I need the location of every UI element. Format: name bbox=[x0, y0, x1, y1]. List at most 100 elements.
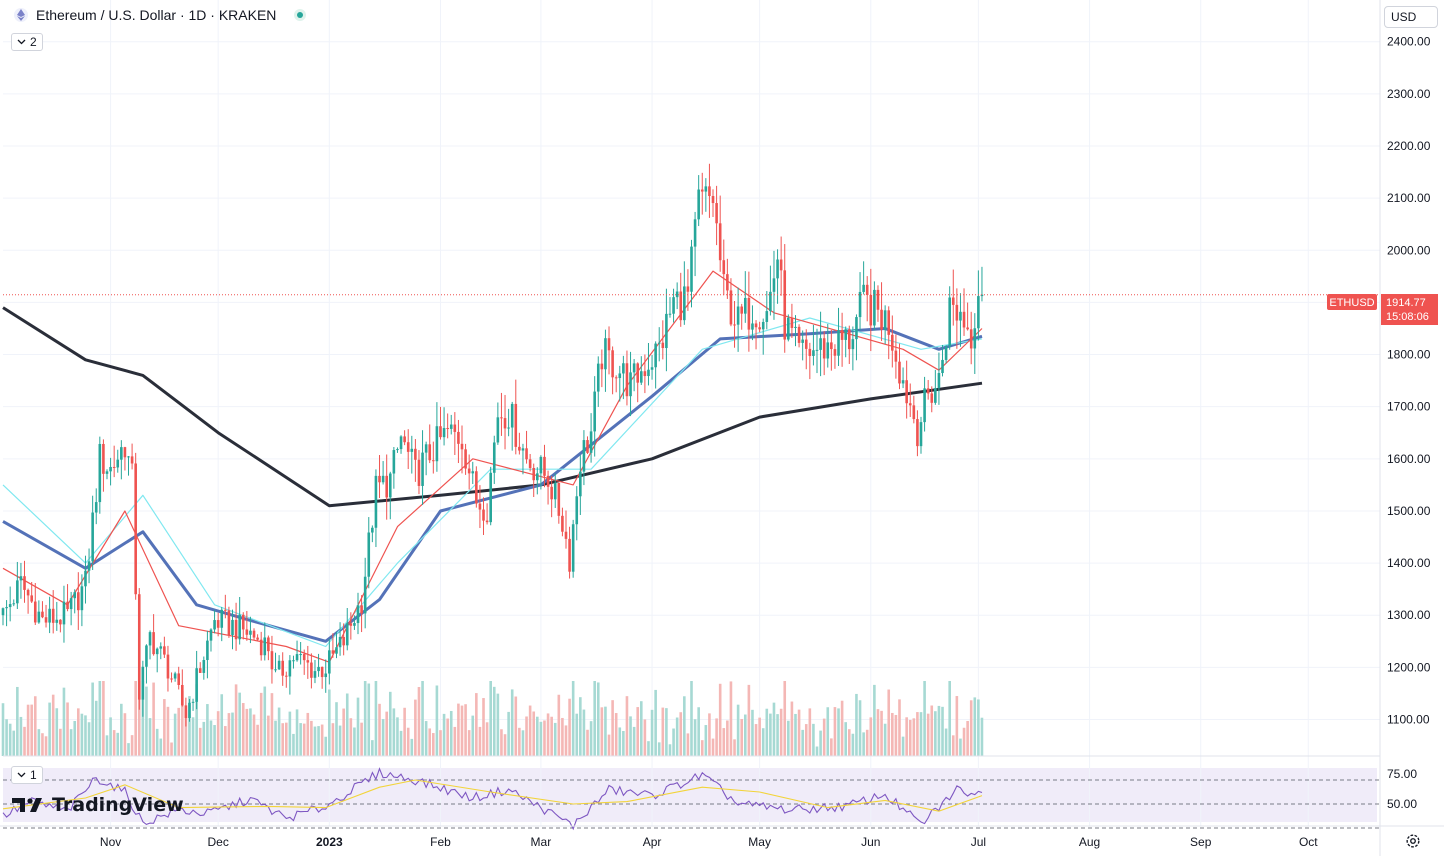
volume-bar bbox=[238, 692, 241, 756]
candle-body bbox=[883, 310, 887, 330]
candle-body bbox=[281, 660, 285, 676]
volume-bars bbox=[1, 681, 984, 756]
volume-bar bbox=[525, 716, 528, 756]
volume-bar bbox=[586, 729, 589, 756]
volume-bar bbox=[977, 699, 980, 756]
volume-bar bbox=[553, 722, 557, 756]
candle-body bbox=[550, 486, 553, 500]
candle-body bbox=[356, 605, 360, 624]
volume-bar bbox=[697, 707, 700, 756]
volume-bar bbox=[12, 730, 16, 756]
candle-body bbox=[977, 296, 980, 329]
candle-body bbox=[747, 297, 751, 330]
volume-bar bbox=[105, 735, 109, 756]
volume-bar bbox=[392, 708, 396, 756]
volume-bar bbox=[16, 686, 19, 756]
volume-bar bbox=[274, 720, 277, 756]
volume-bar bbox=[564, 725, 568, 756]
volume-bar bbox=[299, 723, 302, 756]
volume-bar bbox=[830, 738, 833, 756]
volume-bar bbox=[284, 722, 288, 756]
volume-bar bbox=[475, 693, 478, 756]
price-tick: 1700.00 bbox=[1387, 400, 1431, 414]
rsi-ma-line bbox=[2, 779, 983, 812]
candle-body bbox=[328, 650, 331, 674]
volume-bar bbox=[345, 693, 349, 756]
candle-body bbox=[589, 431, 593, 453]
volume-bar bbox=[367, 683, 371, 756]
candle-body bbox=[553, 482, 557, 500]
candle-body bbox=[869, 294, 873, 326]
volume-bar bbox=[432, 733, 435, 756]
candle-body bbox=[410, 448, 414, 452]
candle-body bbox=[521, 448, 525, 451]
volume-bar bbox=[683, 696, 686, 756]
volume-bar bbox=[338, 725, 342, 756]
symbol-title[interactable]: Ethereum / U.S. Dollar · 1D · KRAKEN bbox=[36, 7, 277, 23]
chevron-down-icon bbox=[17, 39, 26, 45]
volume-bar bbox=[80, 713, 84, 756]
candle-body bbox=[758, 327, 761, 330]
candle-body bbox=[973, 328, 977, 349]
volume-bar bbox=[801, 729, 804, 756]
volume-bar bbox=[611, 700, 614, 756]
candle-body bbox=[66, 601, 69, 610]
volume-bar bbox=[614, 713, 618, 756]
candle-body bbox=[475, 471, 478, 504]
candle-body bbox=[944, 346, 948, 360]
volume-bar bbox=[33, 696, 37, 756]
candle-body bbox=[579, 471, 582, 497]
candle-body bbox=[220, 609, 224, 628]
candle-body bbox=[80, 586, 84, 611]
volume-bar bbox=[826, 707, 830, 756]
volume-bar bbox=[747, 684, 751, 756]
volume-bar bbox=[249, 708, 252, 756]
volume-bar bbox=[579, 697, 582, 756]
candle-body bbox=[510, 403, 514, 428]
volume-bar bbox=[758, 717, 761, 756]
candle-body bbox=[331, 650, 335, 654]
candle-body bbox=[213, 620, 216, 630]
indicators-toggle[interactable]: 2 bbox=[11, 33, 43, 51]
candle-body bbox=[632, 363, 636, 373]
candle-body bbox=[127, 456, 130, 458]
rsi-tick: 50.00 bbox=[1387, 797, 1417, 811]
candle-body bbox=[708, 186, 711, 197]
candle-body bbox=[202, 660, 206, 673]
volume-bar bbox=[693, 719, 697, 756]
volume-bar bbox=[582, 709, 586, 756]
candle-body bbox=[880, 309, 883, 330]
candle-body bbox=[388, 473, 392, 498]
candle-body bbox=[751, 323, 754, 330]
volume-bar bbox=[378, 703, 381, 756]
volume-bar bbox=[91, 682, 94, 756]
tradingview-logo[interactable]: TradingView bbox=[12, 794, 184, 816]
time-axis[interactable]: Nov Dec 2023 Feb Mar Apr May Jun Jul Aug Sep Oct bbox=[100, 835, 1318, 849]
candle-body bbox=[847, 329, 851, 350]
candle-body bbox=[26, 589, 30, 596]
volume-bar bbox=[130, 735, 134, 756]
candle-body bbox=[159, 646, 163, 649]
volume-bar bbox=[919, 712, 923, 756]
volume-bar bbox=[170, 742, 173, 756]
volume-bar bbox=[955, 696, 959, 756]
volume-bar bbox=[292, 733, 295, 756]
candle-body bbox=[206, 640, 209, 661]
volume-bar bbox=[198, 727, 202, 756]
rsi-toggle[interactable]: 1 bbox=[11, 766, 43, 784]
volume-bar bbox=[180, 690, 184, 756]
candle-body bbox=[224, 609, 227, 611]
volume-bar bbox=[349, 718, 353, 756]
currency-select[interactable]: USD bbox=[1384, 6, 1438, 28]
candle-body bbox=[77, 592, 80, 611]
candle-body bbox=[611, 350, 614, 378]
price-tick: 1500.00 bbox=[1387, 504, 1431, 518]
candle-body bbox=[252, 630, 256, 638]
gear-icon[interactable] bbox=[1404, 832, 1422, 850]
volume-bar bbox=[912, 718, 916, 756]
volume-bar bbox=[69, 729, 73, 756]
candle-body bbox=[582, 440, 586, 472]
candle-body bbox=[905, 380, 908, 404]
candle-body bbox=[432, 460, 435, 462]
